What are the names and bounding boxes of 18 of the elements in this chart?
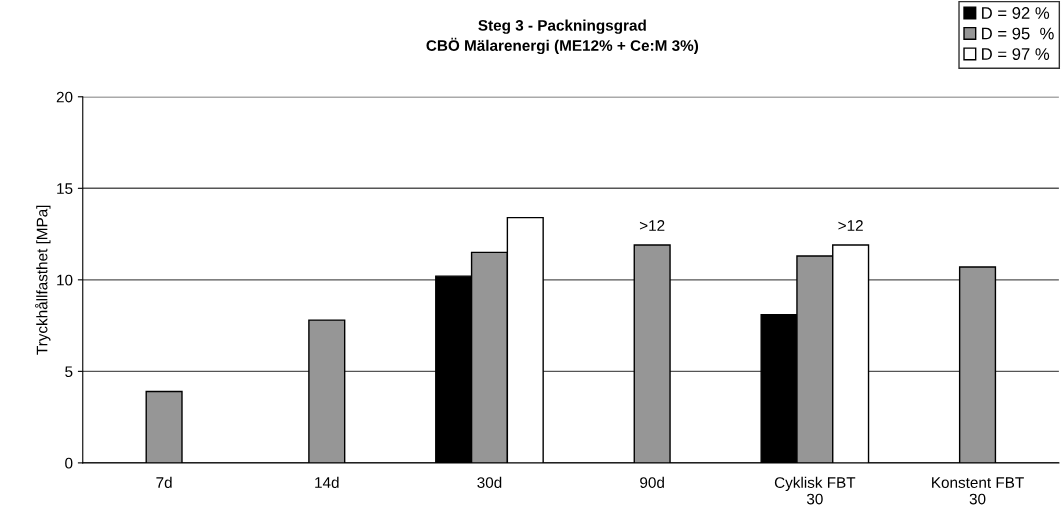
x-tick-label: Cyklisk FBT 30 — [774, 476, 856, 505]
y-tick-label: 0 — [65, 457, 73, 469]
y-tick-label: 10 — [57, 274, 73, 286]
y-tick-label: 20 — [56, 91, 73, 103]
data-label: >12 — [838, 220, 863, 231]
legend-label: D = 97 % — [982, 48, 1050, 60]
x-tick-label: 14d — [315, 476, 339, 488]
x-tick-label: Konstent FBT 30 — [932, 477, 1024, 505]
chart-title: Steg 3 - Packningsgrad CBÖ Mälarenergi (ME12% + Ce:M 3%) — [426, 19, 699, 55]
y-axis-title: Tryckhållfasthet [MPa] — [35, 205, 51, 355]
x-tick-label: 90d — [640, 476, 664, 488]
x-tick-label: 30d — [477, 476, 502, 488]
y-tick-label: 5 — [65, 366, 73, 378]
y-tick-label: 15 — [57, 183, 73, 194]
legend-label: D = 95 % — [982, 27, 1054, 40]
legend-label: D = 92 % — [982, 7, 1050, 19]
x-tick-label: 7d — [156, 476, 172, 488]
data-label: >12 — [639, 220, 665, 231]
